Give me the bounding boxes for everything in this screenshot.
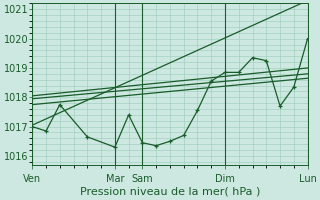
X-axis label: Pression niveau de la mer( hPa ): Pression niveau de la mer( hPa ) [80,187,260,197]
